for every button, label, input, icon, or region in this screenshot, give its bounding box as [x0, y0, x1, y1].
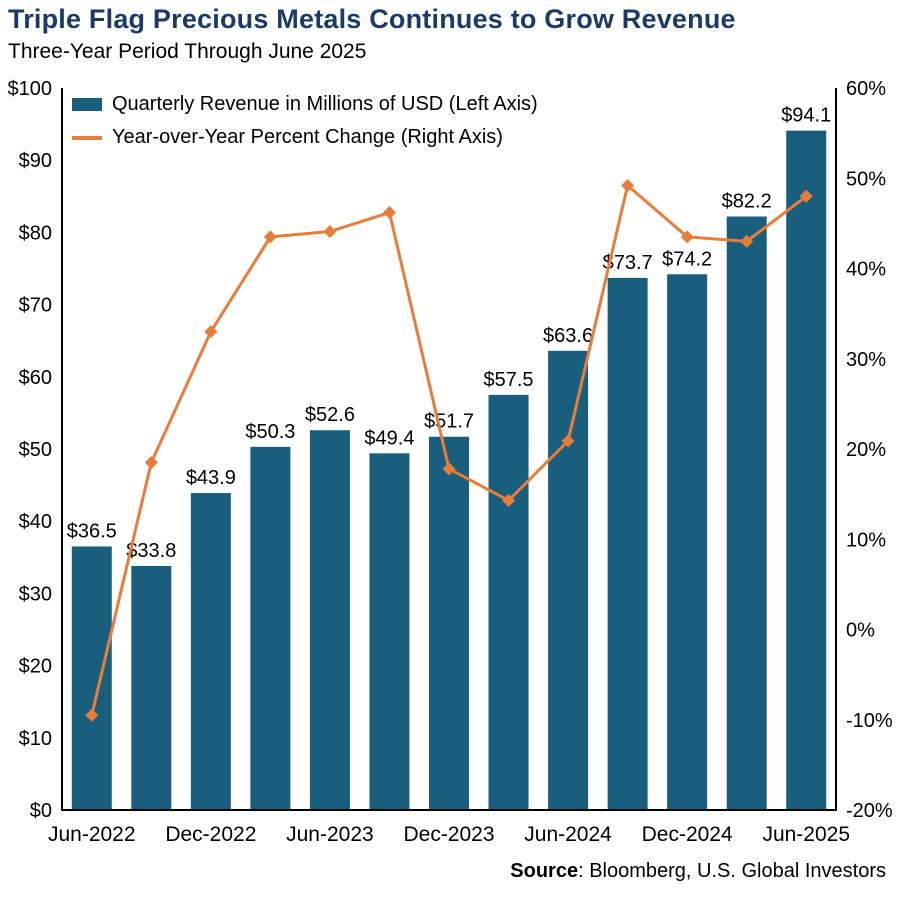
- bar-value-label: $52.6: [305, 404, 355, 426]
- revenue-bar: [786, 130, 827, 810]
- x-axis-tick-label: Jun-2025: [762, 823, 850, 846]
- yoy-marker: [204, 325, 218, 339]
- right-axis-tick-label: -20%: [846, 800, 893, 822]
- legend-label-revenue: Quarterly Revenue in Millions of USD (Le…: [112, 93, 538, 115]
- revenue-legend-swatch: [72, 98, 102, 111]
- left-axis-tick-label: $80: [19, 222, 52, 244]
- source-label: Source: [510, 860, 579, 882]
- left-axis-tick-label: $70: [19, 295, 52, 317]
- yoy-marker: [561, 434, 575, 448]
- revenue-bar: [607, 277, 648, 810]
- bar-value-label: $73.7: [603, 252, 653, 274]
- x-axis-tick-label: Jun-2023: [286, 823, 374, 846]
- right-axis-tick-label: 10%: [846, 529, 886, 551]
- yoy-marker: [621, 178, 635, 192]
- yoy-marker: [85, 708, 99, 722]
- yoy-marker: [680, 230, 694, 244]
- right-axis-tick-label: -10%: [846, 710, 893, 732]
- left-axis-tick-label: $20: [19, 656, 52, 678]
- yoy-marker: [144, 456, 158, 470]
- legend-item-yoy: Year-over-Year Percent Change (Right Axi…: [72, 121, 538, 154]
- bar-value-label: $51.7: [424, 411, 474, 433]
- revenue-bar: [429, 436, 469, 810]
- source-text: : Bloomberg, U.S. Global Investors: [578, 860, 886, 882]
- yoy-marker: [740, 234, 754, 248]
- right-axis-tick-label: 50%: [846, 168, 886, 190]
- x-axis-tick-label: Dec-2022: [165, 823, 256, 846]
- left-axis-tick-label: $40: [19, 511, 52, 533]
- left-axis-tick-label: $60: [19, 367, 52, 389]
- bar-value-label: $33.8: [126, 540, 176, 562]
- left-axis-tick-label: $50: [19, 439, 52, 461]
- bar-value-label: $63.6: [543, 325, 593, 347]
- bar-value-label: $50.3: [245, 421, 295, 443]
- yoy-marker: [502, 493, 516, 507]
- right-axis-tick-label: 60%: [846, 78, 886, 100]
- yoy-marker: [263, 230, 277, 244]
- revenue-bar: [309, 430, 350, 810]
- source-attribution: Source: Bloomberg, U.S. Global Investors: [510, 860, 886, 883]
- bar-value-label: $57.5: [484, 369, 534, 391]
- legend-label-yoy: Year-over-Year Percent Change (Right Axi…: [112, 126, 503, 148]
- left-axis-tick-label: $100: [8, 78, 53, 100]
- bar-value-label: $36.5: [67, 520, 117, 542]
- yoy-legend-swatch: [72, 135, 102, 140]
- revenue-bar: [131, 565, 172, 810]
- revenue-bar: [190, 493, 231, 810]
- yoy-marker: [323, 224, 337, 238]
- right-axis-tick-label: 20%: [846, 439, 886, 461]
- left-axis-tick-label: $30: [19, 583, 52, 605]
- yoy-marker: [799, 189, 813, 203]
- x-axis-tick-label: Dec-2024: [642, 823, 733, 846]
- revenue-bar: [250, 446, 291, 810]
- yoy-marker: [442, 462, 456, 476]
- revenue-bar: [667, 274, 708, 810]
- page-subtitle: Three-Year Period Through June 2025: [8, 40, 367, 63]
- right-axis-tick-label: 0%: [846, 620, 875, 642]
- revenue-bar: [726, 216, 767, 811]
- bar-value-label: $74.2: [662, 248, 712, 270]
- chart-legend: Quarterly Revenue in Millions of USD (Le…: [72, 88, 538, 154]
- yoy-marker: [382, 206, 396, 220]
- revenue-bar: [548, 350, 589, 810]
- x-axis-tick-label: Jun-2024: [524, 823, 612, 846]
- bar-value-label: $82.2: [722, 191, 772, 213]
- left-axis-tick-label: $90: [19, 150, 52, 172]
- bar-value-label: $43.9: [186, 467, 236, 489]
- revenue-bar: [488, 394, 529, 810]
- bar-value-label: $94.1: [781, 105, 831, 127]
- revenue-bar: [369, 453, 410, 810]
- x-axis-tick-label: Dec-2023: [403, 823, 494, 846]
- page-title: Triple Flag Precious Metals Continues to…: [8, 4, 736, 34]
- right-axis-tick-label: 40%: [846, 259, 886, 281]
- left-axis-tick-label: $10: [19, 728, 52, 750]
- revenue-bar: [71, 546, 112, 810]
- bar-value-label: $49.4: [364, 427, 414, 449]
- right-axis-tick-label: 30%: [846, 349, 886, 371]
- legend-item-revenue: Quarterly Revenue in Millions of USD (Le…: [72, 88, 538, 121]
- x-axis-tick-label: Jun-2022: [48, 823, 136, 846]
- left-axis-tick-label: $0: [30, 800, 52, 822]
